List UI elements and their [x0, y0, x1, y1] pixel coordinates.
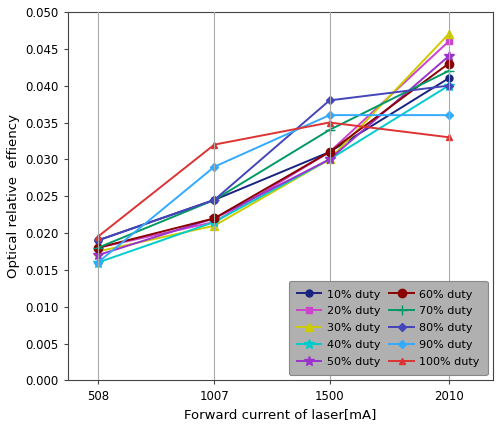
20% duty [446, 39, 452, 44]
60% duty [326, 149, 332, 155]
40% duty [212, 220, 218, 225]
Line: 60% duty: 60% duty [94, 59, 453, 252]
Line: 40% duty: 40% duty [93, 81, 454, 268]
70% duty [446, 68, 452, 74]
60% duty [212, 216, 218, 221]
30% duty [326, 157, 332, 162]
Line: 70% duty: 70% duty [93, 66, 454, 253]
70% duty [95, 245, 101, 250]
90% duty [212, 164, 218, 169]
70% duty [326, 127, 332, 132]
70% duty [212, 197, 218, 202]
Line: 90% duty: 90% duty [95, 113, 452, 265]
90% duty [446, 113, 452, 118]
30% duty [212, 223, 218, 228]
80% duty [95, 238, 101, 243]
Line: 10% duty: 10% duty [94, 75, 452, 244]
20% duty [212, 220, 218, 225]
Line: 100% duty: 100% duty [94, 119, 452, 240]
90% duty [95, 260, 101, 265]
100% duty [446, 135, 452, 140]
80% duty [326, 98, 332, 103]
Line: 30% duty: 30% duty [94, 30, 453, 256]
20% duty [326, 149, 332, 155]
Line: 80% duty: 80% duty [95, 83, 452, 243]
40% duty [95, 260, 101, 265]
80% duty [446, 83, 452, 88]
60% duty [95, 245, 101, 250]
100% duty [326, 120, 332, 125]
10% duty [326, 149, 332, 155]
Line: 20% duty: 20% duty [94, 38, 452, 251]
50% duty [212, 216, 218, 221]
10% duty [212, 197, 218, 202]
100% duty [95, 234, 101, 239]
10% duty [446, 76, 452, 81]
100% duty [212, 142, 218, 147]
40% duty [446, 83, 452, 88]
40% duty [326, 157, 332, 162]
30% duty [95, 249, 101, 254]
60% duty [446, 61, 452, 66]
10% duty [95, 238, 101, 243]
50% duty [446, 54, 452, 59]
50% duty [95, 253, 101, 258]
30% duty [446, 32, 452, 37]
80% duty [212, 197, 218, 202]
90% duty [326, 113, 332, 118]
50% duty [326, 157, 332, 162]
Line: 50% duty: 50% duty [93, 51, 454, 260]
X-axis label: Forward current of laser[mA]: Forward current of laser[mA] [184, 408, 376, 421]
Legend: 10% duty, 20% duty, 30% duty, 40% duty, 50% duty, 60% duty, 70% duty, 80% duty, : 10% duty, 20% duty, 30% duty, 40% duty, … [289, 281, 488, 375]
Y-axis label: Optical relative  effiency: Optical relative effiency [7, 114, 20, 278]
20% duty [95, 245, 101, 250]
